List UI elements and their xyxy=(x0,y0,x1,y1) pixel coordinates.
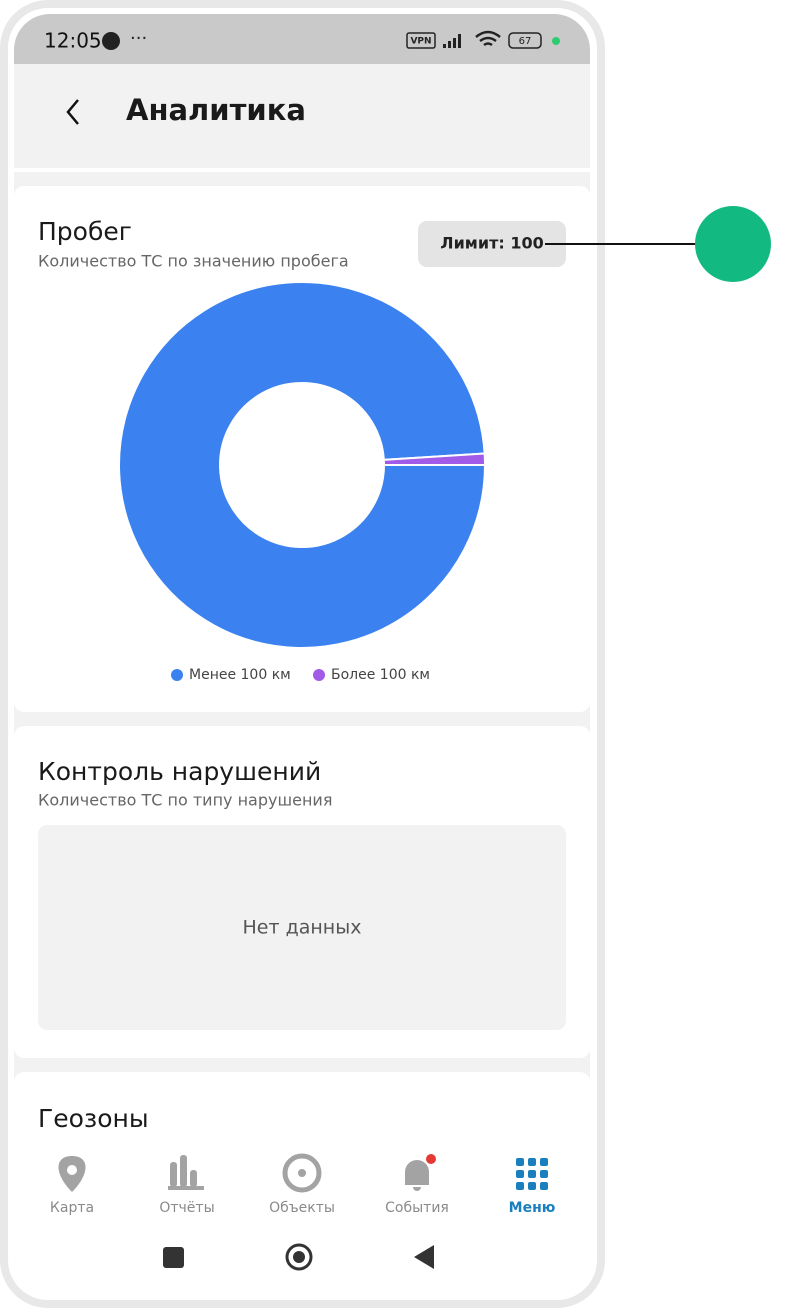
nav-label[interactable]: Меню xyxy=(509,1200,556,1216)
battery-label: 67 xyxy=(519,36,532,47)
objects-icon xyxy=(282,1153,322,1193)
legend-dot xyxy=(313,669,325,681)
status-time: 12:05 xyxy=(44,29,102,53)
card-title: Пробег xyxy=(38,217,132,246)
legend: Менее 100 км Более 100 км xyxy=(171,667,430,683)
card-subtitle: Количество ТС по значению пробега xyxy=(38,252,349,271)
back-nav-button[interactable] xyxy=(414,1245,434,1269)
legend-label: Более 100 км xyxy=(331,667,430,683)
pie-slice xyxy=(382,452,487,466)
map-icon-hole xyxy=(67,1165,77,1175)
annotation-dot xyxy=(695,206,771,282)
nav-label[interactable]: События xyxy=(385,1200,449,1216)
recents-button[interactable] xyxy=(163,1247,184,1268)
status-icon xyxy=(102,32,120,50)
nav-label[interactable]: Отчёты xyxy=(159,1200,214,1216)
reports-icon xyxy=(168,1155,204,1190)
page-title: Аналитика xyxy=(126,93,306,127)
objects-icon-hub xyxy=(298,1169,306,1177)
menu-icon xyxy=(516,1158,548,1190)
empty-label: Нет данных xyxy=(243,917,362,939)
battery-box xyxy=(508,32,542,49)
header-divider xyxy=(14,168,590,172)
wifi-icon xyxy=(475,30,501,47)
events-icon xyxy=(405,1160,429,1191)
limit-label: Лимит: 100 xyxy=(440,234,543,253)
vpn-box xyxy=(406,32,436,49)
home-button-dot xyxy=(293,1251,305,1263)
nav-label[interactable]: Объекты xyxy=(269,1200,335,1216)
nav-label[interactable]: Карта xyxy=(50,1200,94,1216)
vpn-label: VPN xyxy=(410,37,431,47)
nav-labels: Карта Отчёты Объекты События Меню xyxy=(50,1200,555,1216)
back-button[interactable] xyxy=(66,99,79,125)
status-dots: ··· xyxy=(130,28,147,49)
card-title: Контроль нарушений xyxy=(38,757,321,786)
card-title: Геозоны xyxy=(38,1104,149,1133)
pie-slice xyxy=(118,281,487,649)
mileage-card xyxy=(14,186,590,712)
legend-label: Менее 100 км xyxy=(189,667,291,683)
signal-icon xyxy=(443,34,461,48)
events-badge xyxy=(426,1154,436,1164)
status-dot xyxy=(552,37,560,45)
home-button[interactable] xyxy=(285,1243,313,1271)
limit-button[interactable] xyxy=(418,221,566,267)
geozones-card xyxy=(14,1072,590,1152)
empty-box xyxy=(38,825,566,1030)
legend-dot xyxy=(171,669,183,681)
donut-chart xyxy=(118,281,487,649)
card-subtitle: Количество ТС по типу нарушения xyxy=(38,791,332,810)
